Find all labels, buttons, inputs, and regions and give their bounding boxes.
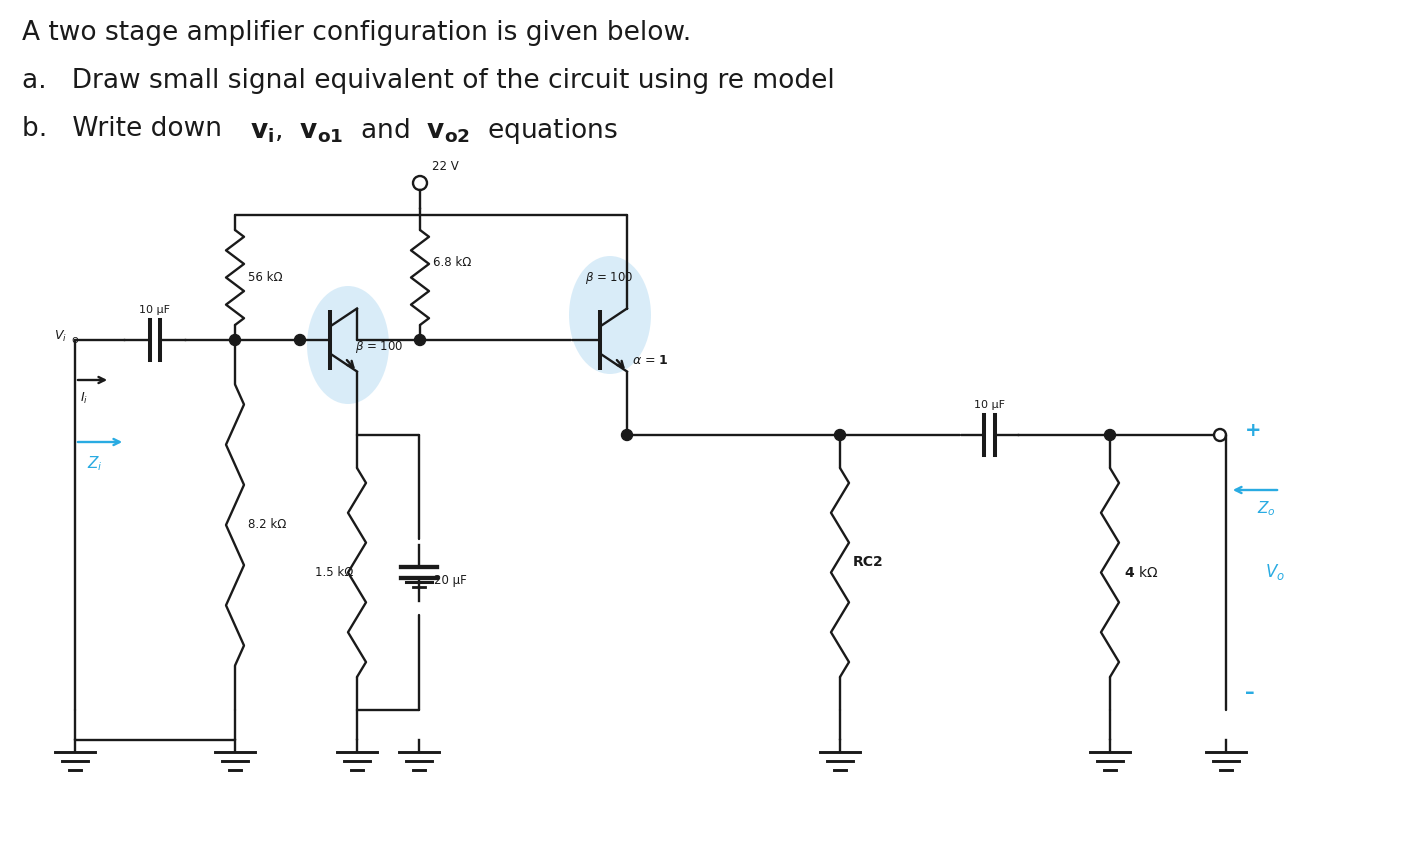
Text: $\beta$ = 100: $\beta$ = 100 bbox=[355, 339, 403, 355]
Text: $V_i$: $V_i$ bbox=[53, 328, 67, 343]
Ellipse shape bbox=[569, 256, 651, 374]
Circle shape bbox=[1104, 429, 1116, 440]
Text: $I_i$: $I_i$ bbox=[80, 390, 89, 405]
Circle shape bbox=[295, 335, 305, 345]
Text: b.   Write down: b. Write down bbox=[22, 116, 230, 142]
Text: 22 V: 22 V bbox=[431, 161, 459, 173]
Text: o: o bbox=[72, 335, 77, 345]
Text: $\beta$ = 100: $\beta$ = 100 bbox=[584, 270, 634, 286]
Text: a.   Draw small signal equivalent of the circuit using re model: a. Draw small signal equivalent of the c… bbox=[22, 68, 835, 94]
Text: 20 μF: 20 μF bbox=[434, 574, 466, 587]
Text: 6.8 kΩ: 6.8 kΩ bbox=[433, 256, 471, 269]
Ellipse shape bbox=[308, 286, 389, 404]
Text: $V_o$: $V_o$ bbox=[1264, 563, 1286, 582]
Text: $\alpha$ = $\mathbf{1}$: $\alpha$ = $\mathbf{1}$ bbox=[632, 354, 669, 366]
Text: $\mathbf{v_i}$,  $\mathbf{v_{o1}}$  and  $\mathbf{v_{o2}}$  equations: $\mathbf{v_i}$, $\mathbf{v_{o1}}$ and $\… bbox=[250, 116, 618, 146]
Text: 1.5 kΩ: 1.5 kΩ bbox=[315, 566, 354, 579]
Text: 56 kΩ: 56 kΩ bbox=[249, 271, 282, 284]
Circle shape bbox=[414, 335, 426, 345]
Text: A two stage amplifier configuration is given below.: A two stage amplifier configuration is g… bbox=[22, 20, 691, 46]
Text: $Z_o$: $Z_o$ bbox=[1257, 499, 1276, 518]
Text: $Z_i$: $Z_i$ bbox=[87, 454, 103, 473]
Text: RC2: RC2 bbox=[853, 556, 884, 570]
Text: 10 μF: 10 μF bbox=[139, 305, 170, 315]
Text: –: – bbox=[1245, 683, 1255, 701]
Circle shape bbox=[621, 429, 632, 440]
Text: 8.2 kΩ: 8.2 kΩ bbox=[249, 518, 287, 531]
Text: 10 μF: 10 μF bbox=[975, 400, 1006, 410]
Text: +: + bbox=[1245, 422, 1262, 440]
Circle shape bbox=[835, 429, 846, 440]
Text: $\mathbf{4}$ k$\Omega$: $\mathbf{4}$ k$\Omega$ bbox=[1124, 565, 1158, 580]
Circle shape bbox=[229, 335, 240, 345]
